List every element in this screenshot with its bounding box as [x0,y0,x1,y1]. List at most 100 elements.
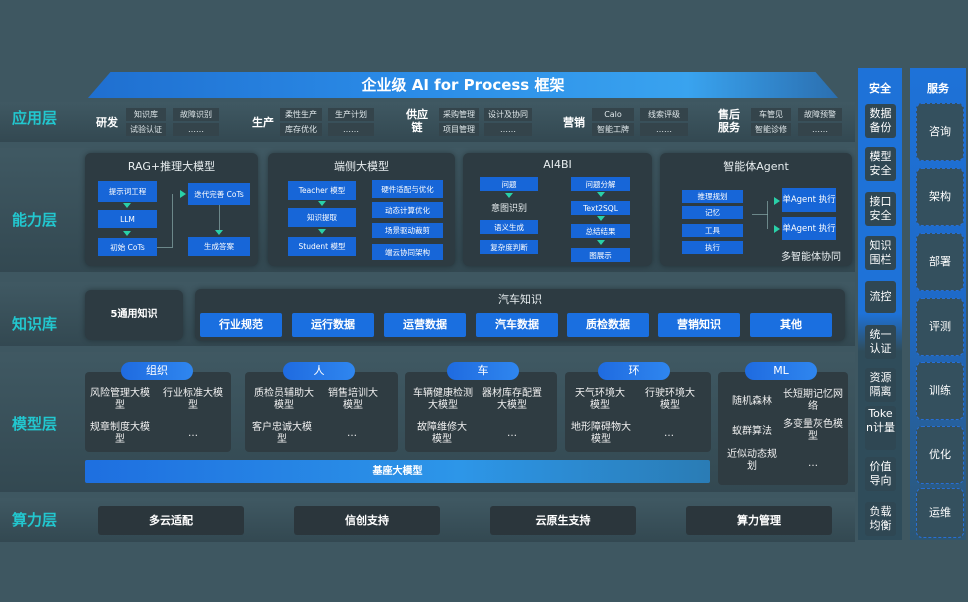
model-item: … [664,428,674,439]
edge-feature: 端云协同架构 [372,244,443,260]
service-item[interactable]: 优化 [916,426,964,484]
model-item: 客户忠诚大模型 [252,422,312,445]
app-item[interactable]: 车管见 [751,108,791,121]
knowledge-item[interactable]: 其他 [750,313,832,337]
model-item: 蚁群算法 [732,426,772,437]
services-title: 服务 [927,82,949,95]
model-item: 长短期记忆网络 [783,389,843,412]
service-item[interactable]: 架构 [916,168,964,226]
app-item[interactable]: …… [328,123,374,136]
agent-exec: 单Agent 执行 [782,217,836,240]
arrow-down-icon [318,201,326,206]
connector [157,247,172,248]
model-tag: 人 [283,362,355,380]
edge-feature: 动态计算优化 [372,202,443,218]
compute-item[interactable]: 算力管理 [686,506,832,535]
rag-step: 提示词工程 [98,181,157,202]
service-item[interactable]: 部署 [916,233,964,291]
edge-step: Student 模型 [288,237,356,256]
app-item[interactable]: 知识库 [126,108,166,121]
app-item[interactable]: 故障预警 [798,108,842,121]
service-item[interactable]: 咨询 [916,103,964,161]
app-item[interactable]: 库存优化 [280,123,322,136]
app-item[interactable]: …… [173,123,219,136]
service-item[interactable]: 运维 [916,488,964,538]
app-group-rd: 研发 [96,116,118,129]
service-item[interactable]: 评测 [916,298,964,356]
app-item[interactable]: 智能诊修 [751,123,791,136]
arrow-down-icon [597,216,605,221]
model-tag: 车 [447,362,519,380]
arrow-right-icon [180,190,186,198]
arrow-down-icon [597,192,605,197]
app-item[interactable]: 故障识别 [173,108,219,121]
model-panel-env [565,372,711,452]
app-group-aftersales: 售后服务 [718,108,740,134]
app-item[interactable]: 线索评级 [640,108,688,121]
app-item[interactable]: 项目管理 [439,123,479,136]
knowledge-item[interactable]: 运行数据 [292,313,374,337]
app-item[interactable]: 试验认证 [126,123,166,136]
compute-item[interactable]: 信创支持 [294,506,440,535]
app-group-marketing: 营销 [563,116,585,129]
security-item: 接口安全 [865,192,896,226]
model-item: 质检员辅助大模型 [254,388,314,411]
panel-title: RAG+推理大模型 [127,160,216,173]
framework-title: 企业级 AI for Process 框架 [88,72,838,98]
arrow-down-icon [123,231,131,236]
arrow-down-icon [597,240,605,245]
model-panel-people [245,372,398,452]
knowledge-item[interactable]: 运营数据 [384,313,466,337]
security-item: 流控 [865,281,896,313]
knowledge-item[interactable]: 行业规范 [200,313,282,337]
layer-label-capability: 能力层 [12,211,58,229]
panel-title: 智能体Agent [723,160,789,173]
rag-step: 生成答案 [188,237,250,256]
arrow-down-icon [318,229,326,234]
arrow-down-icon [123,203,131,208]
knowledge-item[interactable]: 质检数据 [567,313,649,337]
edge-step: 知识提取 [288,208,356,227]
compute-item[interactable]: 多云适配 [98,506,244,535]
edge-feature: 硬件适配与优化 [372,180,443,198]
model-item: 天气环境大模型 [575,388,625,411]
rag-step: 初始 CoTs [98,238,157,256]
security-title: 安全 [869,82,891,95]
connector [767,201,768,229]
app-item[interactable]: …… [640,123,688,136]
model-item: 规章制度大模型 [90,422,150,445]
model-tag: 环 [598,362,670,380]
app-item[interactable]: 设计及协同 [484,108,532,121]
layer-label-model: 模型层 [12,415,58,433]
app-group-production: 生产 [252,116,274,129]
app-item[interactable]: …… [484,123,532,136]
app-item[interactable]: Calo [592,108,634,121]
model-item: 随机森林 [732,396,772,407]
model-panel-ml [718,372,848,485]
knowledge-item[interactable]: 营销知识 [658,313,740,337]
app-item[interactable]: 智能工牌 [592,123,634,136]
model-item: … [188,428,198,439]
app-item[interactable]: 生产计划 [328,108,374,121]
security-item: 数据备份 [865,104,896,138]
model-tag: ML [745,362,817,380]
rag-step: LLM [98,210,157,228]
ai4bi-step: 问题分解 [571,177,630,191]
app-item[interactable]: 采购管理 [439,108,479,121]
connector [172,194,173,248]
model-item: 器材库存配置大模型 [482,388,542,411]
app-item[interactable]: 柔性生产 [280,108,322,121]
panel-title: AI4BI [543,158,572,171]
model-tag: 组织 [121,362,193,380]
agent-module: 记忆 [682,206,743,219]
service-item[interactable]: 训练 [916,362,964,420]
edge-step: Teacher 模型 [288,181,356,200]
layer-label-knowledge: 知识库 [12,315,58,333]
app-item[interactable]: …… [798,123,842,136]
layer-label-app: 应用层 [12,109,58,127]
model-item: … [507,428,517,439]
compute-item[interactable]: 云原生支持 [490,506,636,535]
app-group-supply: 供应链 [406,108,428,134]
security-item: 统一认证 [865,325,896,359]
knowledge-item[interactable]: 汽车数据 [476,313,558,337]
